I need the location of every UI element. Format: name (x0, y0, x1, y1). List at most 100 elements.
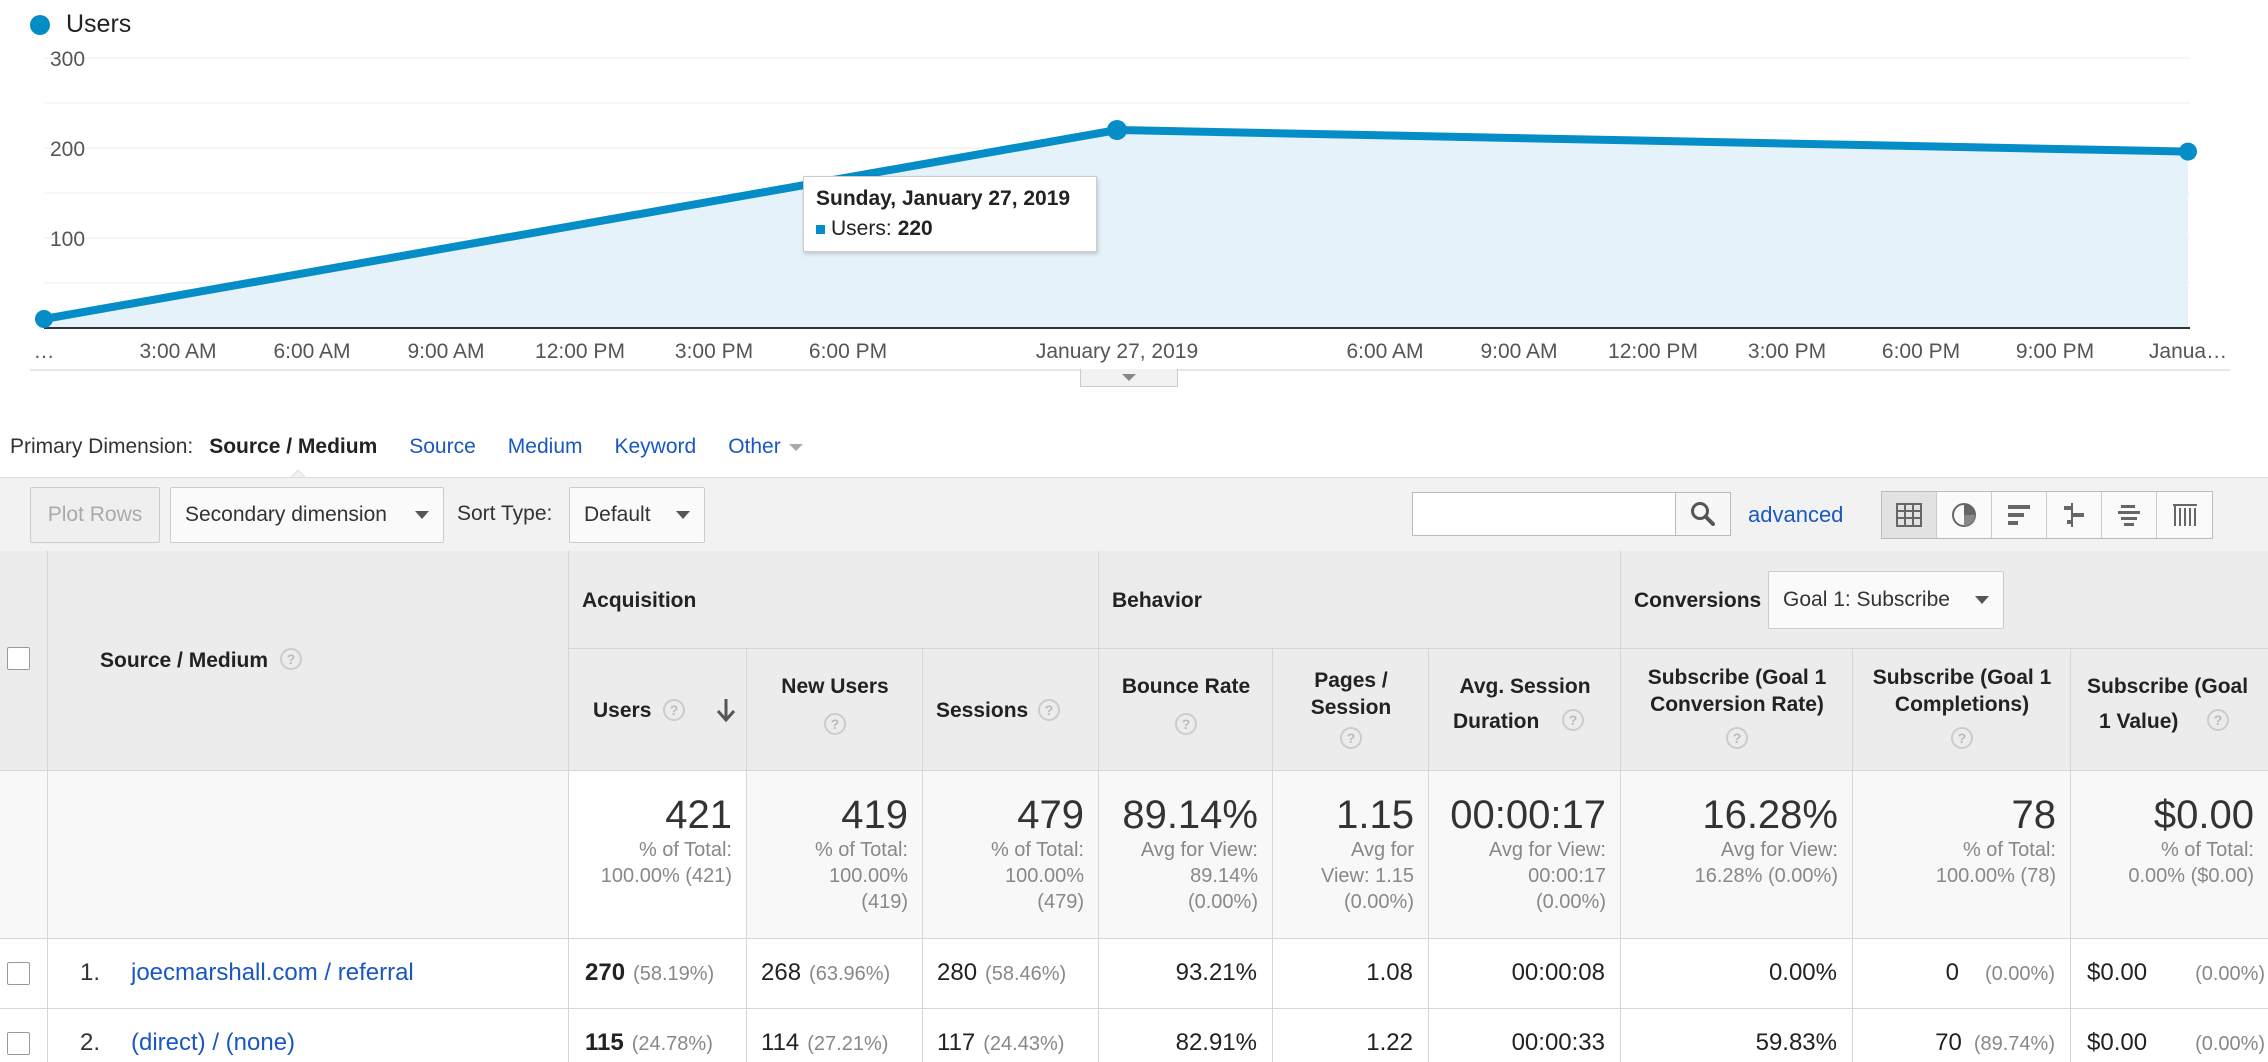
row-pages-cell: 1.08 (1273, 939, 1429, 1009)
help-icon[interactable]: ? (824, 713, 846, 735)
total-bounce-rate-value: 89.14% (1122, 793, 1258, 837)
x-tick-label: 6:00 AM (1346, 340, 1423, 363)
row-checkbox[interactable] (7, 1032, 30, 1055)
search-button[interactable] (1675, 492, 1731, 536)
col-conversion-rate[interactable]: Subscribe (Goal 1 Conversion Rate) ? (1621, 649, 1853, 771)
col-completions-title-2: Completions) (1894, 693, 2030, 716)
row-users-pct: (58.19%) (633, 963, 715, 985)
goal-select-dropdown[interactable]: Goal 1: Subscribe (1768, 571, 2004, 629)
pie-chart-icon (1952, 503, 1976, 527)
total-avg-session-caption: Avg for View: (1488, 839, 1606, 861)
help-icon[interactable]: ? (2207, 709, 2229, 731)
row-pages-session: 1.08 (1366, 959, 1413, 986)
row-new-users: 114 (761, 1029, 800, 1056)
col-bounce-rate[interactable]: Bounce Rate ? (1099, 649, 1273, 771)
dimension-header[interactable]: Source / Medium (100, 649, 269, 672)
col-avg-session-duration[interactable]: Avg. Session Duration ? (1429, 649, 1621, 771)
col-value-title-1: Subscribe (Goal (2087, 675, 2249, 698)
total-new-users-count: (419) (861, 891, 908, 913)
row-conv-rate: 0.00% (1768, 959, 1837, 986)
dimension-other[interactable]: Other (728, 435, 803, 459)
help-icon[interactable]: ? (663, 699, 685, 721)
chart-collapse-handle[interactable] (1080, 369, 1178, 387)
x-tick-label: 3:00 AM (139, 340, 216, 363)
total-new-users-value: 419 (841, 793, 908, 837)
total-pages-session-delta: (0.00%) (1343, 891, 1414, 913)
col-pages-session[interactable]: Pages / Session ? (1273, 649, 1429, 771)
row-new-users-cell: 268 (63.96%) (747, 939, 923, 1009)
row-goal-value: $0.00 (2087, 1029, 2148, 1056)
secondary-dimension-dropdown[interactable]: Secondary dimension (170, 487, 444, 543)
caret-down-icon (676, 511, 690, 519)
total-users-share: 100.00% (421) (600, 865, 732, 887)
select-all-checkbox[interactable] (7, 647, 30, 670)
help-icon[interactable]: ? (1038, 699, 1060, 721)
dimension-source[interactable]: Source (409, 435, 476, 458)
table-search-input[interactable] (1412, 492, 1676, 536)
term-cloud-icon (2118, 505, 2140, 526)
row-sessions-pct: (58.46%) (985, 963, 1067, 985)
col-conv-rate-title-1: Subscribe (Goal 1 (1647, 666, 1827, 689)
row-conv-rate-cell: 0.00% (1621, 939, 1853, 1009)
total-pages-session-value: 1.15 (1336, 793, 1414, 837)
row-duration-cell: 00:00:08 (1429, 939, 1621, 1009)
caret-down-icon (415, 511, 429, 519)
dimension-keyword[interactable]: Keyword (614, 435, 697, 458)
view-comparison-button[interactable] (2047, 492, 2102, 538)
col-sessions[interactable]: Sessions ? (923, 649, 1099, 771)
help-icon[interactable]: ? (280, 648, 302, 670)
total-goal-value-value: $0.00 (2153, 793, 2254, 837)
row-bounce-cell: 93.21% (1099, 939, 1273, 1009)
header-dimension-cell: Source / Medium ? (48, 551, 569, 771)
row-bounce-cell: 82.91% (1099, 1009, 1273, 1062)
goal-select-value: Goal 1: Subscribe (1783, 588, 1950, 611)
col-goal-value[interactable]: Subscribe (Goal 1 Value) ? (2071, 649, 2268, 771)
view-switcher (1881, 491, 2213, 539)
row-conv-rate-cell: 59.83% (1621, 1009, 1853, 1062)
row-completions-cell: 0 (0.00%) (1853, 939, 2071, 1009)
row-sessions: 117 (937, 1029, 976, 1056)
x-tick-label: 12:00 PM (1608, 340, 1698, 363)
row-checkbox[interactable] (7, 962, 30, 985)
view-table-button[interactable] (1882, 492, 1937, 538)
x-tick-label: 6:00 AM (273, 340, 350, 363)
total-conv-rate: 16.28% Avg for View: 16.28% (0.00%) (1621, 771, 1853, 939)
row-users-cell: 270 (58.19%) (569, 939, 747, 1009)
sort-type-dropdown[interactable]: Default (569, 487, 705, 543)
help-icon[interactable]: ? (1562, 709, 1584, 731)
dimension-medium[interactable]: Medium (507, 435, 583, 458)
row-checkbox-cell (0, 1009, 48, 1062)
view-performance-button[interactable] (1992, 492, 2047, 538)
total-bounce-rate-avg: 89.14% (1190, 865, 1258, 887)
sort-type-value: Default (584, 503, 651, 526)
view-pivot-button[interactable] (2157, 492, 2212, 538)
total-pages-session: 1.15 Avg for View: 1.15 (0.00%) (1273, 771, 1429, 939)
total-users-value: 421 (665, 793, 732, 837)
dimension-source-medium[interactable]: Source / Medium (209, 435, 378, 458)
view-term-cloud-button[interactable] (2102, 492, 2157, 538)
col-new-users[interactable]: New Users ? (747, 649, 923, 771)
data-point (2179, 142, 2197, 161)
help-icon[interactable]: ? (1175, 713, 1197, 735)
view-pie-button[interactable] (1937, 492, 1992, 538)
caret-down-icon (788, 443, 803, 451)
x-tick-label: 9:00 AM (407, 340, 484, 363)
col-completions[interactable]: Subscribe (Goal 1 Completions) ? (1853, 649, 2071, 771)
help-icon[interactable]: ? (1726, 727, 1748, 749)
advanced-filter-link[interactable]: advanced (1748, 502, 1844, 527)
group-acquisition-title: Acquisition (582, 589, 697, 612)
col-users[interactable]: Users ? (569, 649, 747, 771)
total-new-users: 419 % of Total: 100.00% (419) (747, 771, 923, 939)
help-icon[interactable]: ? (1340, 727, 1362, 749)
row-duration-cell: 00:00:33 (1429, 1009, 1621, 1062)
plot-rows-button[interactable]: Plot Rows (30, 487, 160, 543)
row-sessions: 280 (937, 959, 978, 986)
total-new-users-share: 100.00% (829, 865, 908, 887)
help-icon[interactable]: ? (1951, 727, 1973, 749)
chart-tooltip: Sunday, January 27, 2019 Users: 220 (803, 176, 1097, 252)
y-tick-label: 100 (50, 228, 85, 251)
x-tick-label: 3:00 PM (675, 340, 753, 363)
row-source-link[interactable]: (direct) / (none) (131, 1029, 296, 1056)
col-new-users-title: New Users (781, 675, 889, 698)
row-source-link[interactable]: joecmarshall.com / referral (131, 959, 414, 986)
